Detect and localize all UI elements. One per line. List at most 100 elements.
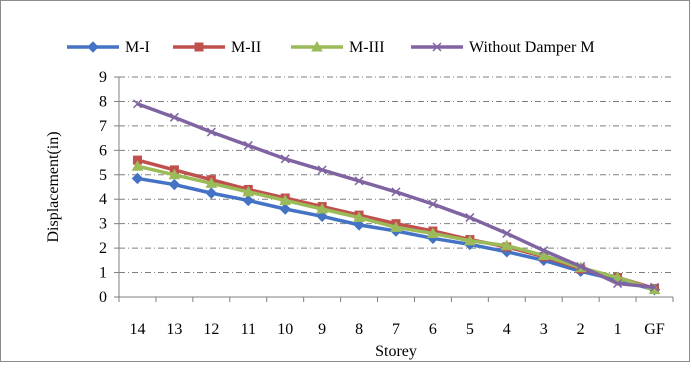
gridlines xyxy=(119,76,673,274)
y-tick-label: 3 xyxy=(99,216,107,233)
data-point xyxy=(279,203,291,215)
marker-stroke xyxy=(465,213,475,223)
data-point xyxy=(242,194,254,207)
legend-label: M-II xyxy=(231,39,261,56)
y-axis-title: Displacement(in) xyxy=(45,131,62,242)
data-point xyxy=(500,239,513,251)
data-point xyxy=(391,187,401,197)
x-tick-labels: 14 13 12 11 10 9 8 7 6 5 4 3 2 1 GF xyxy=(129,321,664,338)
y-tick-label: 4 xyxy=(99,191,107,208)
x-tick-label: 4 xyxy=(503,321,511,338)
x-tick-label: 3 xyxy=(540,321,548,338)
y-tick-label: 8 xyxy=(99,93,107,110)
marker-stroke xyxy=(317,165,327,175)
x-tick-label: 12 xyxy=(203,321,219,338)
data-point xyxy=(537,249,550,260)
data-point xyxy=(427,227,439,238)
y-tick-label: 2 xyxy=(99,240,107,257)
data-point xyxy=(168,168,181,180)
marker-stroke xyxy=(132,99,142,109)
x-tick-label: 5 xyxy=(466,321,474,338)
x-tick-label: 10 xyxy=(277,321,293,338)
x-tick-label: 11 xyxy=(241,321,256,338)
data-point xyxy=(206,127,216,137)
legend-label: M-I xyxy=(125,39,150,56)
y-tick-label: 0 xyxy=(99,289,107,306)
legend: M-I M-II M-III Without Damper M xyxy=(67,39,595,56)
marker-stroke xyxy=(650,282,660,292)
data-point xyxy=(205,187,218,199)
data-point xyxy=(280,154,290,164)
legend-marker xyxy=(311,40,323,52)
data-point xyxy=(354,176,364,186)
data-point xyxy=(353,211,365,223)
marker-stroke xyxy=(243,140,253,150)
legend-item: M-I xyxy=(67,39,150,56)
data-point xyxy=(131,160,144,171)
legend-marker xyxy=(87,41,99,53)
marker-stroke xyxy=(428,199,438,209)
x-tick-label: 6 xyxy=(429,321,437,338)
marker-stroke xyxy=(206,127,216,137)
y-tick-labels: 0 1 2 3 4 5 6 7 8 9 xyxy=(99,69,107,306)
data-point xyxy=(169,112,179,122)
data-point xyxy=(353,219,365,231)
y-tick-label: 7 xyxy=(99,118,107,135)
y-tick-label: 5 xyxy=(99,167,107,184)
x-tick-label: 14 xyxy=(129,321,145,338)
y-tick-label: 9 xyxy=(99,69,107,86)
x-tick-label: 8 xyxy=(355,321,363,338)
data-point xyxy=(611,271,624,282)
legend-label: Without Damper M xyxy=(469,39,595,56)
legend-item: M-III xyxy=(291,39,385,56)
marker-stroke xyxy=(354,176,364,186)
marker-stroke xyxy=(391,187,401,197)
data-point xyxy=(168,178,181,191)
x-tick-label: 7 xyxy=(392,321,400,338)
x-tick-label: 2 xyxy=(577,321,585,338)
data-point xyxy=(576,261,586,271)
x-tick-label: GF xyxy=(644,321,665,338)
x-axis-title: Storey xyxy=(375,343,417,360)
data-point xyxy=(242,185,255,197)
series-group xyxy=(131,99,661,296)
data-point xyxy=(613,279,623,289)
marker-stroke xyxy=(502,228,512,238)
y-tick-label: 1 xyxy=(99,265,107,282)
marker-stroke xyxy=(169,112,179,122)
x-tick-label: 9 xyxy=(318,321,326,338)
marker-stroke xyxy=(576,261,586,271)
data-point xyxy=(316,202,328,214)
data-point xyxy=(390,221,402,232)
x-tick-label: 1 xyxy=(614,321,622,338)
data-point xyxy=(428,199,438,209)
data-point xyxy=(502,228,512,238)
series-m-iii xyxy=(131,160,661,295)
series-without-damper-m xyxy=(132,99,660,292)
legend-marker xyxy=(194,42,204,52)
data-point xyxy=(317,165,327,175)
marker-stroke xyxy=(432,42,442,52)
legend-item: M-II xyxy=(173,39,261,56)
data-point xyxy=(650,282,660,292)
data-point xyxy=(539,246,549,256)
axes xyxy=(114,76,674,302)
legend-label: M-III xyxy=(349,39,385,56)
legend-marker xyxy=(432,42,442,52)
marker-stroke xyxy=(613,279,623,289)
data-point xyxy=(132,99,142,109)
data-point xyxy=(205,177,218,188)
data-point xyxy=(279,194,292,205)
data-point xyxy=(464,234,476,246)
data-point xyxy=(316,210,328,223)
data-point xyxy=(131,172,144,185)
marker-stroke xyxy=(280,154,290,164)
y-tick-label: 6 xyxy=(99,142,107,159)
marker-stroke xyxy=(539,246,549,256)
data-point xyxy=(243,140,253,150)
legend-item: Without Damper M xyxy=(411,39,595,56)
x-tick-label: 13 xyxy=(166,321,182,338)
data-point xyxy=(465,213,475,223)
